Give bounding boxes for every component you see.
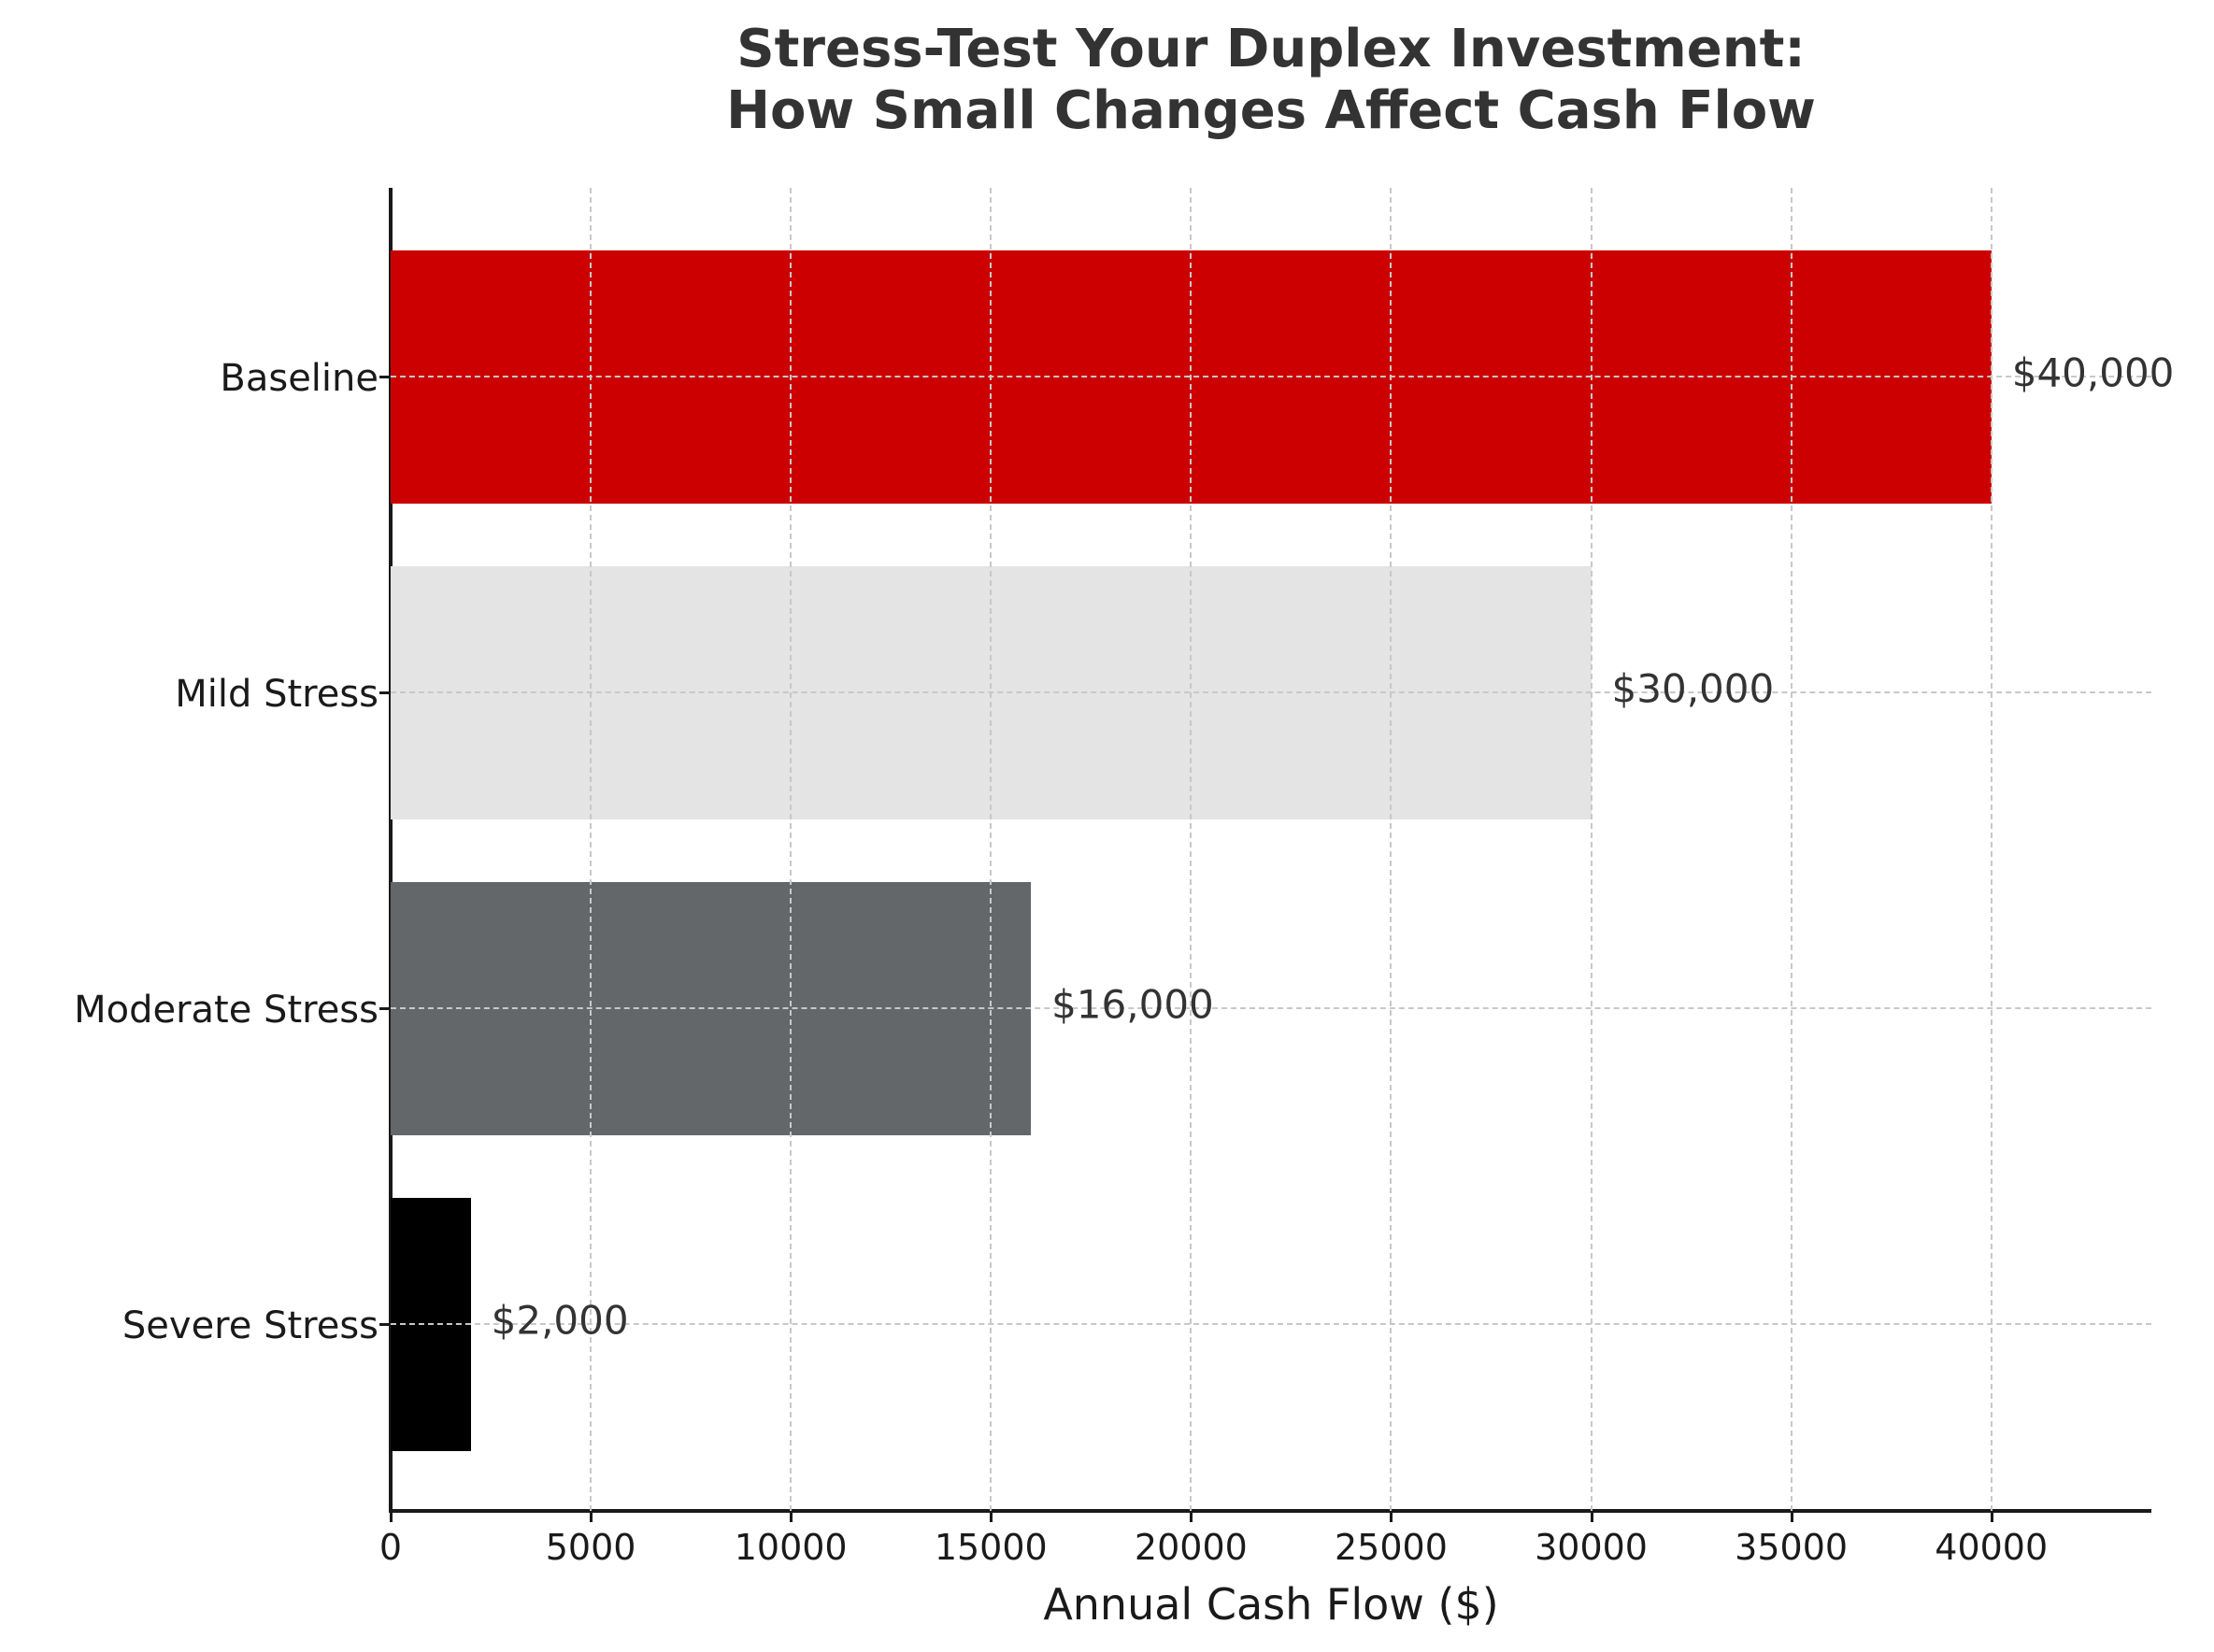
x-tick-mark	[1990, 1511, 1993, 1522]
y-tick-mark	[379, 1007, 391, 1010]
y-tick-label: Moderate Stress	[74, 989, 379, 1032]
vertical-gridline	[1990, 188, 1993, 1511]
x-tick-mark	[990, 1511, 993, 1522]
x-tick-label: 10000	[734, 1527, 848, 1568]
y-tick-label: Baseline	[220, 357, 379, 400]
x-tick-label: 35000	[1735, 1527, 1849, 1568]
vertical-gridline	[790, 188, 793, 1511]
x-tick-mark	[390, 1511, 393, 1522]
y-tick-mark	[379, 376, 391, 378]
x-tick-mark	[790, 1511, 793, 1522]
bar-value-label: $40,000	[2011, 349, 2175, 396]
x-tick-mark	[1590, 1511, 1593, 1522]
horizontal-gridline	[391, 1323, 2151, 1325]
chart-title-line2: How Small Changes Affect Cash Flow	[726, 80, 1816, 141]
horizontal-gridline	[391, 1007, 2151, 1009]
y-tick-label: Mild Stress	[175, 673, 379, 716]
x-tick-label: 15000	[934, 1527, 1048, 1568]
x-axis-line	[389, 1509, 2151, 1513]
x-tick-label: 5000	[545, 1527, 636, 1568]
x-tick-label: 20000	[1134, 1527, 1248, 1568]
vertical-gridline	[1790, 188, 1793, 1511]
chart-title-line1: Stress-Test Your Duplex Investment:	[736, 19, 1806, 79]
vertical-gridline	[990, 188, 993, 1511]
vertical-gridline	[1390, 188, 1393, 1511]
bar-value-label: $2,000	[491, 1297, 629, 1344]
horizontal-gridline	[391, 376, 2151, 377]
x-tick-label: 30000	[1535, 1527, 1648, 1568]
x-axis-title: Annual Cash Flow ($)	[1043, 1579, 1499, 1630]
vertical-gridline	[590, 188, 593, 1511]
bar-value-label: $30,000	[1611, 665, 1775, 712]
y-tick-label: Severe Stress	[121, 1304, 379, 1347]
y-axis-line	[389, 188, 393, 1513]
x-tick-label: 25000	[1335, 1527, 1448, 1568]
bar-value-label: $16,000	[1051, 981, 1214, 1028]
vertical-gridline	[1590, 188, 1593, 1511]
horizontal-gridline	[391, 691, 2151, 693]
y-tick-mark	[379, 691, 391, 694]
chart-title: Stress-Test Your Duplex Investment: How …	[391, 19, 2151, 142]
vertical-gridline	[1190, 188, 1193, 1511]
plot-area: $40,000 $30,000 $16,000 $2,000	[391, 188, 2174, 1511]
x-tick-mark	[1190, 1511, 1193, 1522]
x-tick-mark	[1790, 1511, 1793, 1522]
x-tick-label: 40000	[1935, 1527, 2049, 1568]
x-tick-mark	[590, 1511, 593, 1522]
x-tick-label: 0	[379, 1527, 403, 1568]
x-tick-mark	[1390, 1511, 1393, 1522]
y-tick-mark	[379, 1323, 391, 1326]
